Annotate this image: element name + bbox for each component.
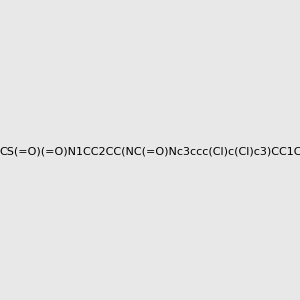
Text: CS(=O)(=O)N1CC2CC(NC(=O)Nc3ccc(Cl)c(Cl)c3)CC1C2: CS(=O)(=O)N1CC2CC(NC(=O)Nc3ccc(Cl)c(Cl)c… <box>0 146 300 157</box>
